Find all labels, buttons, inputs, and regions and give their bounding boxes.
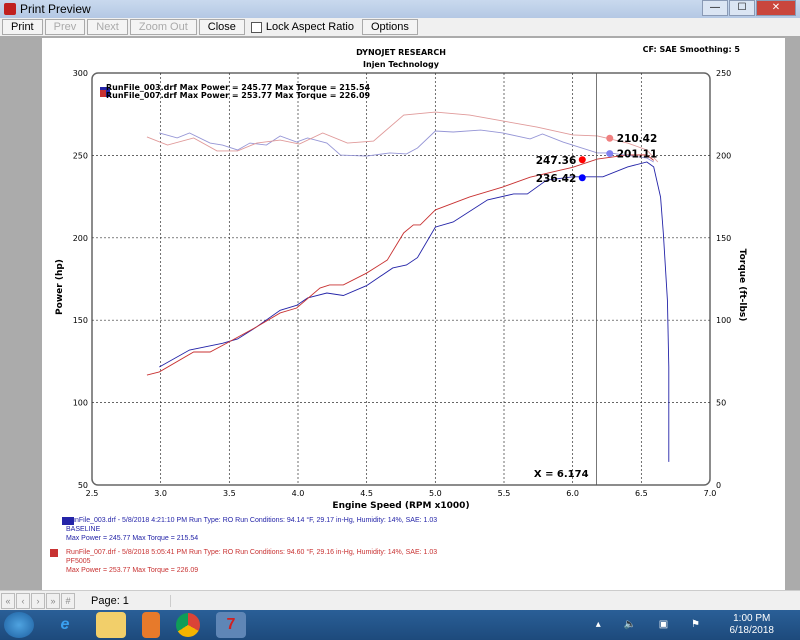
marker-label: 210.42	[617, 133, 658, 145]
footer-swatch-blue	[62, 517, 74, 525]
y2-tick-label: 150	[716, 234, 731, 243]
y2-tick-label: 250	[716, 69, 731, 78]
next-page-button[interactable]: ›	[31, 592, 45, 609]
footer-run-007-max: Max Power = 253.77 Max Torque = 226.09	[66, 567, 199, 574]
series-line	[159, 161, 670, 462]
marker-label: 236.42	[536, 173, 577, 185]
clock[interactable]: 1:00 PM 6/18/2018	[730, 613, 775, 637]
x-tick-label: 5.5	[498, 489, 511, 498]
legend-swatch-red	[100, 90, 106, 97]
footer-swatch-red	[50, 549, 58, 557]
chrome-icon[interactable]	[176, 613, 200, 637]
legend-entry-003: RunFile_003.drf Max Power = 245.77 Max T…	[106, 83, 371, 92]
marker-dot	[606, 134, 614, 142]
y-tick-label: 150	[73, 316, 88, 325]
y2-axis-label: Torque (ft-lbs)	[737, 249, 747, 322]
y2-tick-label: 100	[716, 316, 731, 325]
title-bar: Print Preview — ☐ ✕	[0, 0, 800, 18]
last-page-button[interactable]: »	[46, 592, 60, 609]
marker-dot	[606, 150, 614, 158]
x-tick-label: 5.0	[429, 489, 442, 498]
x-tick-label: 4.5	[360, 489, 373, 498]
clock-date: 6/18/2018	[729, 625, 775, 636]
footer-run-003: RunFile_003.drf - 5/8/2018 4:21:10 PM Ru…	[66, 516, 437, 543]
x-tick-label: 6.0	[566, 489, 579, 498]
first-page-button[interactable]: «	[1, 592, 15, 609]
toolbar: Print Prev Next Zoom Out Close Lock Aspe…	[0, 18, 800, 36]
print-page: DYNOJET RESEARCH Injen Technology CF: SA…	[42, 38, 785, 590]
close-window-button[interactable]: ✕	[756, 0, 796, 16]
start-orb-icon[interactable]	[4, 612, 34, 638]
x-tick-label: 4.0	[292, 489, 305, 498]
marker-dot	[578, 174, 586, 182]
cursor-readout: X = 6.174	[534, 469, 589, 480]
y-tick-label: 200	[73, 234, 88, 243]
window-title: Print Preview	[20, 2, 91, 16]
footer-run-007-name: PF5005	[66, 558, 91, 565]
marker-dot	[578, 156, 586, 164]
goto-page-button[interactable]: #	[61, 592, 75, 609]
footer-run-003-conditions: RunFile_003.drf - 5/8/2018 4:21:10 PM Ru…	[66, 517, 438, 524]
x-tick-label: 2.5	[86, 489, 99, 498]
checkbox-icon[interactable]	[250, 21, 262, 33]
x-tick-label: 3.5	[223, 489, 236, 498]
marker-label: 201.11	[617, 149, 658, 161]
chart-subtitle: Injen Technology	[363, 60, 440, 69]
x-axis-label: Engine Speed (RPM x1000)	[332, 501, 469, 511]
y2-tick-label: 200	[716, 151, 731, 160]
series-line	[146, 111, 659, 163]
zoom-out-button[interactable]: Zoom Out	[129, 19, 197, 35]
options-button[interactable]: Options	[361, 19, 418, 35]
file-explorer-icon[interactable]	[96, 612, 126, 638]
dyno-chart: DYNOJET RESEARCH Injen Technology CF: SA…	[55, 45, 747, 511]
lock-aspect-label: Lock Aspect Ratio	[265, 21, 354, 33]
minimize-button[interactable]: —	[702, 0, 728, 16]
x-tick-label: 3.0	[154, 489, 167, 498]
taskbar: e 7 ▴ 🔈 ▣ ⚑ 1:00 PM 6/18/2018	[0, 610, 800, 640]
y-tick-label: 100	[73, 399, 88, 408]
legend-entry-007: RunFile_007.drf Max Power = 253.77 Max T…	[106, 91, 371, 100]
series-line	[146, 154, 654, 376]
company-title: DYNOJET RESEARCH	[356, 48, 446, 57]
clock-time: 1:00 PM	[733, 613, 771, 624]
footer-run-007-conditions: RunFile_007.drf - 5/8/2018 5:05:41 PM Ru…	[66, 549, 438, 556]
series-line	[159, 129, 654, 163]
plot-frame	[91, 72, 711, 486]
lock-aspect-checkbox[interactable]: Lock Aspect Ratio	[250, 21, 354, 33]
print-button[interactable]: Print	[2, 19, 43, 35]
y-tick-label: 300	[73, 69, 88, 78]
footer-run-003-name: BASELINE	[66, 526, 101, 533]
y-tick-label: 50	[78, 481, 88, 490]
close-button[interactable]: Close	[198, 19, 245, 35]
maximize-button[interactable]: ☐	[729, 0, 755, 16]
y-axis-label: Power (hp)	[55, 259, 65, 315]
app-icon	[4, 3, 16, 15]
media-player-icon[interactable]	[142, 612, 160, 638]
system-tray[interactable]: ▴ 🔈 ▣ ⚑	[595, 619, 710, 630]
y2-tick-label: 50	[716, 399, 726, 408]
prev-button[interactable]: Prev	[44, 19, 86, 35]
marker-label: 247.36	[536, 155, 577, 167]
footer-run-003-max: Max Power = 245.77 Max Torque = 215.54	[66, 535, 199, 542]
x-tick-label: 7.0	[704, 489, 717, 498]
page-indicator: Page: 1	[91, 594, 171, 607]
y-tick-label: 250	[73, 151, 88, 160]
internet-explorer-icon[interactable]: e	[60, 616, 70, 633]
y2-tick-label: 0	[716, 481, 721, 490]
status-bar: « ‹ › » # Page: 1	[0, 590, 800, 610]
next-button[interactable]: Next	[87, 19, 128, 35]
prev-page-button[interactable]: ‹	[16, 592, 30, 609]
footer-run-007: RunFile_007.drf - 5/8/2018 5:05:41 PM Ru…	[66, 548, 437, 575]
dynojet-icon[interactable]: 7	[216, 612, 246, 638]
x-tick-label: 6.5	[635, 489, 648, 498]
cf-smoothing: CF: SAE Smoothing: 5	[643, 45, 741, 54]
